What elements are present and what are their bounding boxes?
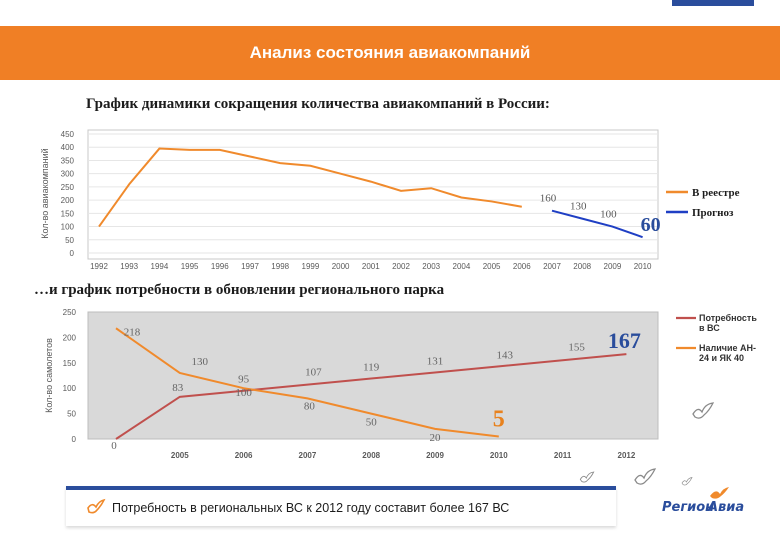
chart2-y-tick-label: 150 [63, 359, 77, 368]
chart1-x-tick-label: 2009 [604, 262, 622, 271]
chart2-x-tick-label: 2012 [618, 451, 636, 460]
chart1-x-tick-label: 1998 [271, 262, 289, 271]
chart1-x-tick-label: 1997 [241, 262, 259, 271]
chart2-data-label: 130 [192, 356, 209, 368]
chart1-x-tick-label: 2008 [573, 262, 591, 271]
company-logo: Регион Авиа [662, 486, 754, 522]
chart1-plot-area [87, 129, 659, 260]
chart2-x-tick-label: 2011 [554, 451, 572, 460]
chart1-data-label: 60 [641, 214, 661, 236]
chart1-x-tick-label: 1996 [211, 262, 229, 271]
chart1-x-tick-label: 1993 [120, 262, 138, 271]
chart1-x-tick-label: 2002 [392, 262, 410, 271]
chart2-data-label: 131 [427, 355, 444, 367]
chart1-y-tick-label: 350 [61, 156, 75, 165]
chart1-y-tick-label: 450 [61, 130, 75, 139]
chart2-x-tick-label: 2007 [299, 451, 317, 460]
chart1-x-tick-label: 2005 [483, 262, 501, 271]
chart2-data-label: 50 [366, 417, 378, 429]
chart1-x-tick-label: 2001 [362, 262, 380, 271]
chart1-x-tick-label: 1995 [181, 262, 199, 271]
chart1-x-tick-label: 1994 [151, 262, 169, 271]
decorative-bird-icon [681, 477, 693, 486]
chart2-data-label: 107 [305, 367, 322, 379]
chart2-legend-label: в ВС [699, 323, 720, 333]
bird-icon [87, 498, 106, 514]
chart2-legend-label: Наличие АН- [699, 343, 756, 353]
footer-text: Потребность в региональных ВС к 2012 год… [112, 501, 510, 515]
chart2-x-tick-label: 2010 [490, 451, 508, 460]
chart1-data-label: 100 [600, 209, 617, 221]
chart2-series-demand-line [115, 353, 627, 440]
chart1-legend-label: Прогноз [692, 207, 734, 219]
chart2-data-label: 95 [238, 374, 250, 386]
chart1-data-label: 130 [570, 201, 587, 213]
chart2-data-label: 80 [304, 400, 316, 412]
page-title: Анализ состояния авиакомпаний [249, 43, 531, 62]
chart2-data-label: 119 [363, 362, 380, 374]
chart1-y-tick-label: 0 [70, 249, 75, 258]
chart1-y-tick-label: 150 [61, 209, 75, 218]
chart1-x-tick-label: 2003 [422, 262, 440, 271]
chart2-data-label: 5 [493, 406, 505, 432]
chart1-x-tick-label: 1992 [90, 262, 108, 271]
chart2-data-label: 0 [111, 440, 117, 452]
chart2-data-label: 143 [497, 349, 514, 361]
logo-text-avia: Авиа [708, 500, 745, 515]
chart1-subtitle: График динамики сокращения количества ав… [86, 96, 550, 112]
chart2-x-tick-label: 2005 [171, 451, 189, 460]
chart1-y-tick-label: 100 [61, 223, 75, 232]
chart2-y-tick-label: 50 [67, 410, 76, 419]
chart1-x-tick-label: 1999 [302, 262, 320, 271]
chart2-data-label: 218 [124, 326, 141, 338]
chart2-y-tick-label: 250 [63, 308, 77, 317]
chart2-legend-label: Потребность [699, 313, 757, 323]
chart2-y-tick-label: 0 [72, 435, 77, 444]
chart2-data-label: 167 [608, 328, 641, 353]
chart2-x-tick-label: 2006 [235, 451, 253, 460]
chart2-y-tick-label: 100 [63, 384, 77, 393]
decorative-bird-icon [692, 402, 715, 419]
chart2-data-label: 100 [235, 387, 252, 399]
chart1-y-tick-label: 50 [65, 236, 74, 245]
chart1-legend-label: В реестре [692, 187, 740, 199]
chart2-x-tick-label: 2009 [426, 451, 444, 460]
corner-accent [672, 0, 754, 6]
chart1-x-tick-label: 2004 [453, 262, 471, 271]
chart2-y-tick-label: 200 [63, 333, 77, 342]
logo-text-region: Регион [662, 500, 715, 515]
decorative-bird-icon [579, 471, 595, 483]
chart2-subtitle: …и график потребности в обновлении регио… [34, 282, 445, 298]
footer-callout: Потребность в региональных ВС к 2012 год… [66, 486, 616, 526]
chart2-y-axis-label: Кол-во самолетов [44, 338, 54, 413]
chart2-series-fleet-line [115, 327, 499, 438]
header-bar: Анализ состояния авиакомпаний [0, 26, 780, 80]
chart1-y-tick-label: 250 [61, 183, 75, 192]
chart1-y-tick-label: 400 [61, 143, 75, 152]
chart2-legend-label: 24 и ЯК 40 [699, 353, 744, 363]
logo-bird-icon [710, 487, 729, 499]
chart1-x-tick-label: 2010 [634, 262, 652, 271]
chart2-data-label: 155 [568, 341, 585, 353]
chart1-x-tick-label: 2000 [332, 262, 350, 271]
chart2-data-label: 83 [172, 382, 184, 394]
chart1-x-tick-label: 2007 [543, 262, 561, 271]
chart1-y-axis-label: Кол-во авиакомпаний [40, 148, 50, 238]
chart1-x-tick-label: 2006 [513, 262, 531, 271]
chart1-series-registry-line [98, 147, 522, 228]
decorative-bird-icon [634, 468, 657, 485]
chart2-plot-area [87, 311, 659, 440]
chart2-x-tick-label: 2008 [362, 451, 380, 460]
chart1-y-tick-label: 300 [61, 170, 75, 179]
chart1-y-tick-label: 200 [61, 196, 75, 205]
chart1-data-label: 160 [540, 193, 557, 205]
chart2-data-label: 20 [430, 432, 442, 444]
chart1-series-forecast-line [551, 209, 643, 239]
